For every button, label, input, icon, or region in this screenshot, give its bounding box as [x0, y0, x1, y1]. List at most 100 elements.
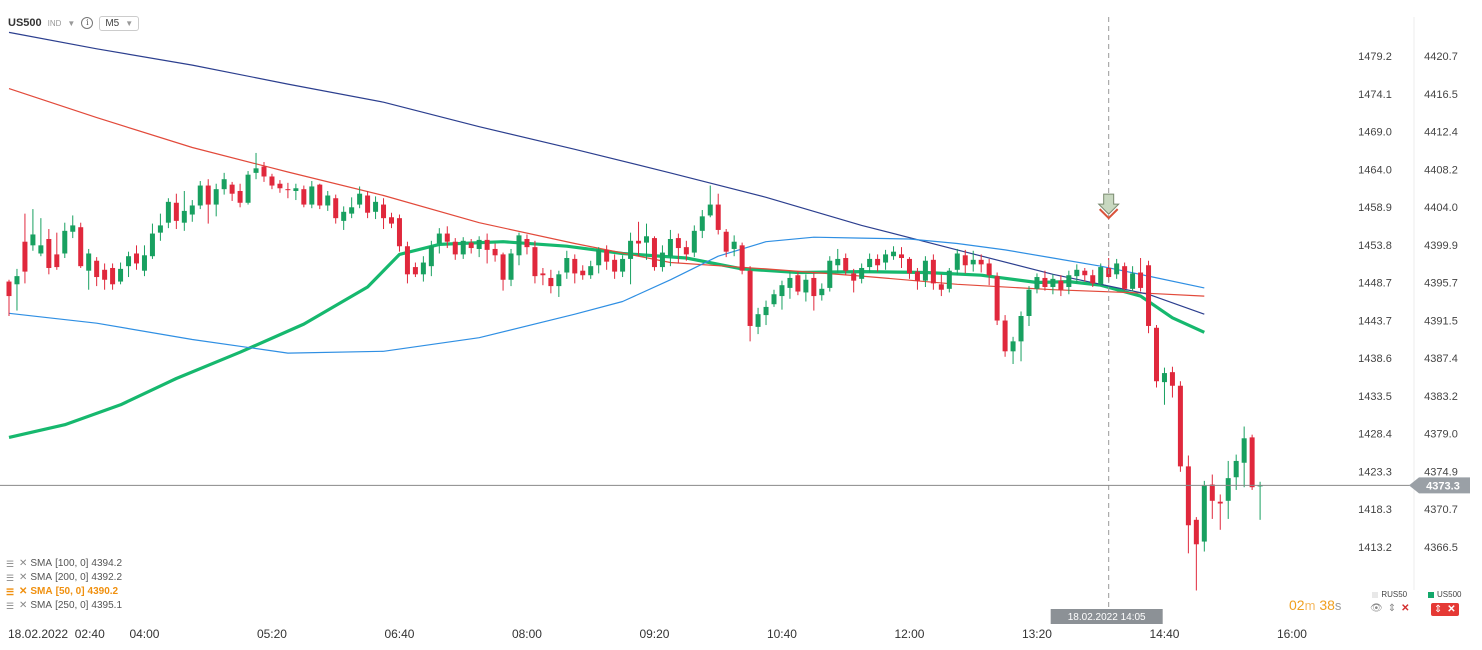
candle[interactable]	[1002, 315, 1008, 357]
candle[interactable]	[38, 218, 44, 257]
candle[interactable]	[1177, 381, 1183, 472]
candle[interactable]	[540, 267, 546, 286]
candle[interactable]	[763, 300, 769, 326]
candle[interactable]	[102, 263, 108, 290]
candle[interactable]	[205, 179, 211, 224]
candle[interactable]	[149, 223, 155, 259]
candle[interactable]	[500, 252, 506, 291]
candle[interactable]	[867, 253, 873, 273]
candle[interactable]	[620, 255, 626, 278]
candle[interactable]	[1074, 264, 1080, 284]
candle[interactable]	[237, 183, 243, 208]
candle[interactable]	[739, 242, 745, 275]
candle[interactable]	[771, 289, 777, 307]
candle[interactable]	[1161, 367, 1167, 405]
candle[interactable]	[707, 185, 713, 218]
candle[interactable]	[1154, 325, 1159, 388]
candle[interactable]	[452, 238, 458, 260]
candle[interactable]	[827, 256, 833, 292]
candle[interactable]	[747, 266, 753, 342]
candle[interactable]	[484, 233, 490, 264]
candle[interactable]	[213, 183, 219, 217]
candle[interactable]	[14, 268, 20, 311]
candle[interactable]	[420, 256, 426, 282]
candle[interactable]	[309, 181, 315, 209]
candle[interactable]	[636, 221, 642, 257]
candle[interactable]	[930, 254, 936, 290]
candle[interactable]	[460, 237, 466, 259]
instrument-us500[interactable]: US500 ⇕ ✕	[1428, 590, 1461, 616]
candle[interactable]	[444, 226, 450, 249]
candle[interactable]	[978, 254, 984, 273]
remove-indicator-icon[interactable]: ✕	[19, 586, 28, 597]
candle[interactable]	[1066, 270, 1072, 295]
candle[interactable]	[954, 248, 960, 276]
candle[interactable]	[556, 270, 562, 297]
candle[interactable]	[1098, 263, 1104, 287]
candle[interactable]	[675, 233, 681, 264]
legend-item-sma-50[interactable]: ☰ ✕ SMA [50, 0] 4390.2	[6, 585, 122, 599]
candle[interactable]	[389, 212, 394, 229]
candle[interactable]	[970, 250, 976, 272]
candle[interactable]	[333, 194, 339, 224]
candle[interactable]	[1058, 275, 1064, 297]
candle[interactable]	[819, 283, 825, 301]
candle[interactable]	[994, 272, 1000, 326]
candle[interactable]	[22, 213, 28, 284]
candle[interactable]	[572, 254, 578, 284]
candle[interactable]	[126, 251, 132, 278]
candle[interactable]	[1209, 474, 1215, 519]
candle[interactable]	[1257, 481, 1263, 520]
instrument-rus50[interactable]: RUS50 👁 ⇕ ✕	[1370, 590, 1409, 614]
candle[interactable]	[357, 186, 363, 209]
candle[interactable]	[277, 180, 283, 193]
candle[interactable]	[134, 245, 139, 270]
candle[interactable]	[683, 240, 689, 261]
candle[interactable]	[269, 173, 275, 190]
candle[interactable]	[1233, 454, 1239, 490]
candle[interactable]	[396, 214, 402, 252]
candle[interactable]	[628, 232, 634, 285]
candle[interactable]	[181, 190, 187, 231]
candle[interactable]	[173, 193, 179, 230]
candle[interactable]	[612, 254, 618, 279]
candle[interactable]	[70, 215, 76, 239]
candle[interactable]	[1114, 258, 1120, 279]
candle[interactable]	[508, 248, 514, 287]
candle[interactable]	[301, 185, 307, 208]
candle[interactable]	[428, 240, 434, 277]
candle[interactable]	[843, 253, 849, 276]
candle[interactable]	[803, 274, 809, 302]
candle[interactable]	[851, 268, 857, 293]
candle[interactable]	[349, 197, 355, 219]
candle[interactable]	[261, 161, 267, 182]
candle[interactable]	[78, 222, 84, 268]
remove-indicator-icon[interactable]: ✕	[19, 572, 28, 583]
candle[interactable]	[580, 265, 586, 280]
candle[interactable]	[86, 248, 92, 290]
candle[interactable]	[723, 229, 729, 258]
candle[interactable]	[341, 206, 347, 230]
candle[interactable]	[492, 243, 498, 262]
timeframe-select[interactable]: M5 ▼	[99, 15, 140, 31]
candle[interactable]	[1185, 455, 1191, 554]
close-icon[interactable]: ✕	[1447, 604, 1456, 615]
candle[interactable]	[779, 280, 785, 310]
candle[interactable]	[325, 190, 331, 211]
candle[interactable]	[1082, 267, 1088, 282]
candle[interactable]	[1138, 258, 1144, 292]
candle[interactable]	[1193, 517, 1199, 591]
candle[interactable]	[229, 181, 235, 201]
candle[interactable]	[1146, 260, 1152, 334]
candle[interactable]	[986, 258, 992, 286]
candle[interactable]	[516, 232, 522, 266]
candle[interactable]	[1026, 286, 1032, 326]
candle[interactable]	[436, 228, 442, 254]
candle[interactable]	[381, 198, 387, 230]
close-icon[interactable]: ✕	[1401, 603, 1410, 614]
candle[interactable]	[938, 274, 944, 297]
candle[interactable]	[699, 210, 705, 239]
candle[interactable]	[165, 198, 171, 229]
candle[interactable]	[564, 250, 570, 279]
chevron-down-icon[interactable]: ▼	[67, 18, 76, 28]
